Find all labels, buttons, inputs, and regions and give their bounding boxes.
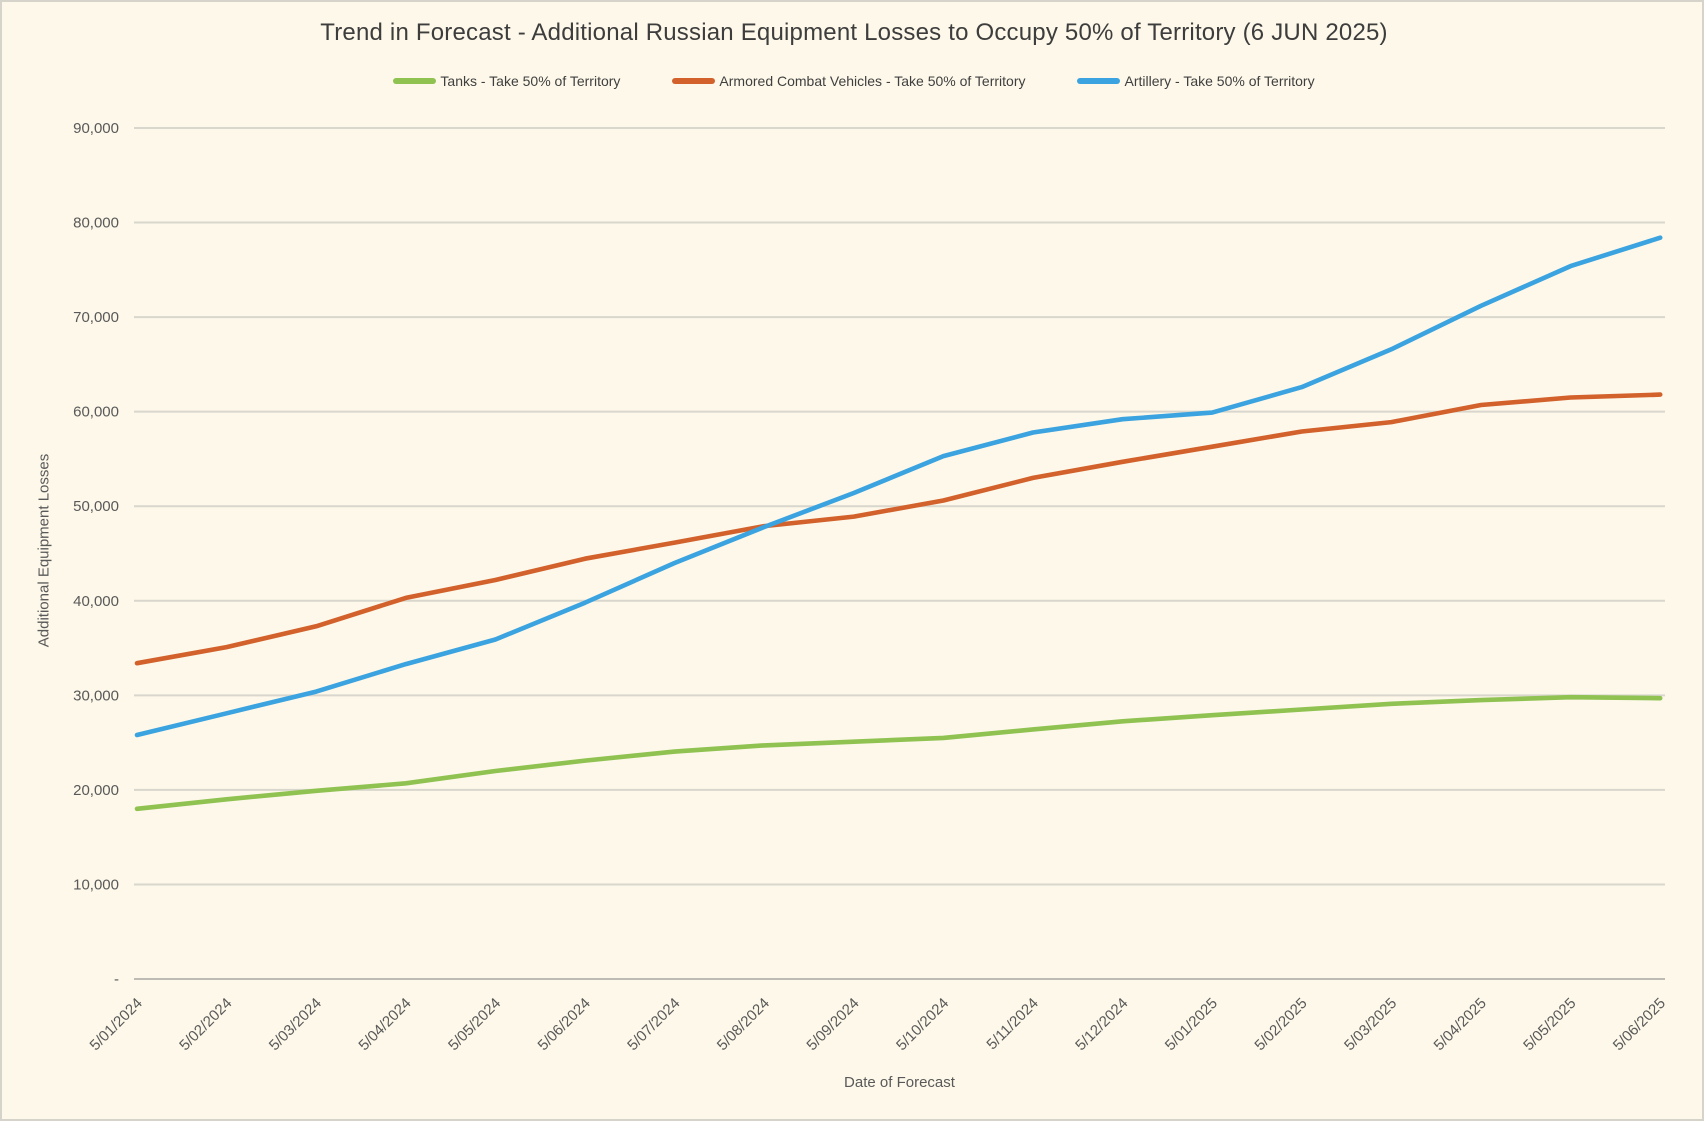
legend-swatch-acv	[672, 78, 716, 84]
x-tick-label: 5/03/2025	[1341, 995, 1400, 1054]
legend: Tanks - Take 50% of Territory Armored Co…	[2, 68, 1702, 94]
legend-item-acv[interactable]: Armored Combat Vehicles - Take 50% of Te…	[672, 73, 1025, 89]
x-tick-label: 5/11/2024	[983, 995, 1041, 1053]
y-tick-label: 20,000	[73, 782, 119, 799]
x-tick-label: 5/03/2024	[266, 995, 325, 1054]
x-tick-label: 5/05/2025	[1520, 995, 1579, 1054]
series-line-0[interactable]	[134, 694, 1663, 812]
y-tick-label: 60,000	[73, 404, 119, 421]
legend-item-artillery[interactable]: Artillery - Take 50% of Territory	[1077, 73, 1315, 89]
x-tick-label: 5/01/2025	[1162, 995, 1221, 1054]
y-tick-label: 80,000	[73, 215, 119, 232]
x-tick-label: 5/06/2024	[535, 995, 594, 1054]
legend-swatch-tanks	[393, 78, 437, 84]
x-tick-label: 5/01/2024	[87, 995, 146, 1054]
x-tick-label: 5/04/2024	[355, 995, 414, 1054]
x-tick-label: 5/08/2024	[714, 995, 773, 1054]
x-tick-label: 5/05/2024	[445, 995, 504, 1054]
x-tick-label: 5/09/2024	[803, 995, 862, 1054]
y-tick-label: 10,000	[73, 876, 119, 893]
x-axis-title: Date of Forecast	[844, 1074, 955, 1091]
x-tick-label: 5/02/2025	[1251, 995, 1310, 1054]
y-tick-label: 70,000	[73, 309, 119, 326]
y-tick-label: 30,000	[73, 687, 119, 704]
x-tick-label: 5/07/2024	[624, 995, 683, 1054]
x-tick-label: 5/06/2025	[1610, 995, 1669, 1054]
legend-label-tanks: Tanks - Take 50% of Territory	[440, 73, 621, 89]
legend-item-tanks[interactable]: Tanks - Take 50% of Territory	[393, 73, 620, 89]
y-tick-label: -	[114, 971, 119, 988]
y-tick-label: 90,000	[73, 120, 119, 137]
series-line-1[interactable]	[134, 392, 1663, 666]
x-tick-label: 5/12/2024	[1072, 995, 1131, 1054]
y-tick-label: 50,000	[73, 498, 119, 515]
legend-label-artillery: Artillery - Take 50% of Territory	[1124, 73, 1315, 89]
legend-label-acv: Armored Combat Vehicles - Take 50% of Te…	[719, 73, 1026, 89]
x-tick-label: 5/10/2024	[893, 995, 952, 1054]
x-tick-label: 5/02/2024	[176, 995, 235, 1054]
legend-swatch-artillery	[1077, 78, 1121, 84]
x-tick-label: 5/04/2025	[1431, 995, 1490, 1054]
chart-title: Trend in Forecast - Additional Russian E…	[320, 19, 1388, 46]
y-tick-label: 40,000	[73, 593, 119, 610]
series-line-2[interactable]	[134, 235, 1663, 738]
